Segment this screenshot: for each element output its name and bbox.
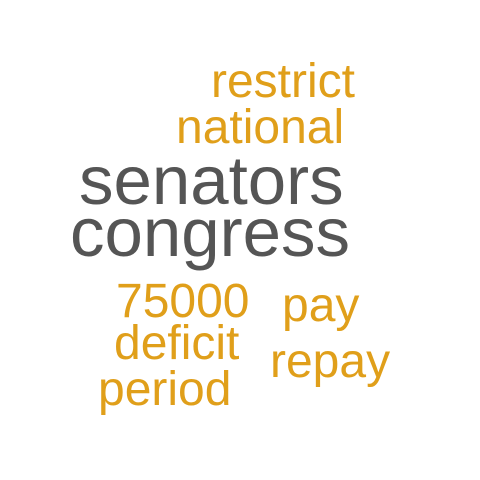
word-75000: 75000 [116,275,250,328]
word-period: period [98,363,232,416]
word-national: national [176,101,345,154]
word-restrict: restrict [211,55,355,108]
word-senators: senators [79,142,344,219]
word-congress: congress [70,194,350,271]
word-repay: repay [270,335,391,388]
word-deficit: deficit [114,317,240,370]
word-pay: pay [282,279,360,332]
